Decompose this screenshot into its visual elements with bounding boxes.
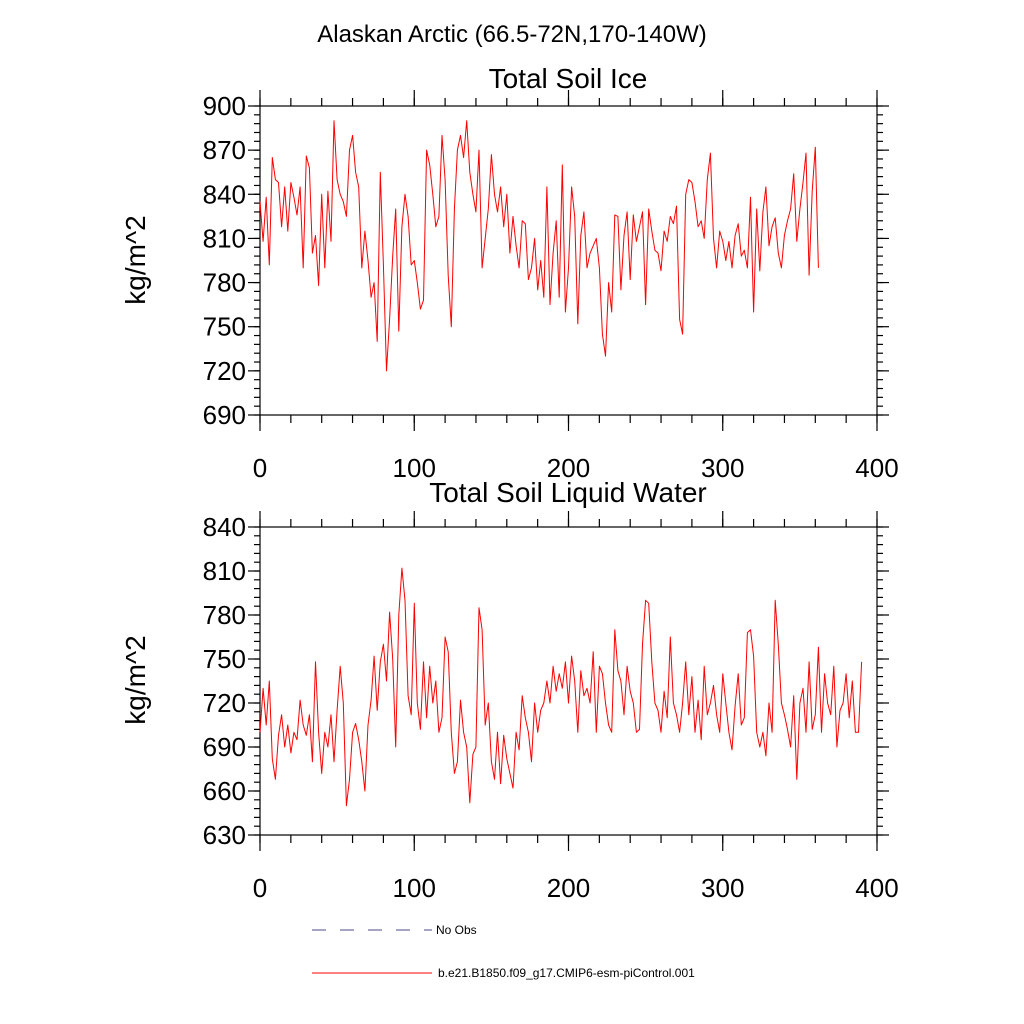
y-tick-label: 810 [203,556,246,586]
series-soil-ice [259,120,819,372]
tick-labels-soil-ice: 690 720 750 780 810 840 870 900 0 100 200 300 400 [203,91,899,483]
panel-title-soil-liquid-water: Total Soil Liquid Water [429,477,707,508]
y-axis-label-soil-liquid-water: kg/m^2 [120,635,151,724]
y-tick-label: 690 [203,732,246,762]
series-line-soil-liquid-water [259,567,863,807]
panel-total-soil-ice: Total Soil Ice kg/m^2 690 720 750 780 810 840… [120,63,899,483]
y-tick-label: 870 [203,135,246,165]
y-tick-label: 780 [203,268,246,298]
panel-title-soil-ice: Total Soil Ice [489,63,648,94]
x-tick-label: 0 [253,873,267,903]
x-tick-label: 300 [701,453,744,483]
x-tick-label: 200 [547,873,590,903]
y-tick-label: 840 [203,179,246,209]
y-axis-label-soil-ice: kg/m^2 [120,215,151,304]
x-tick-label: 100 [393,873,436,903]
figure-title: Alaskan Arctic (66.5-72N,170-140W) [317,21,707,48]
y-tick-label: 900 [203,91,246,121]
y-tick-label: 810 [203,223,246,253]
y-tick-label: 750 [203,312,246,342]
series-line-soil-ice [259,120,819,372]
y-tick-label: 750 [203,644,246,674]
y-tick-label: 690 [203,400,246,430]
legend: No Obs b.e21.B1850.f09_g17.CMIP6-esm-piC… [312,923,695,980]
series-soil-liquid-water [259,567,863,807]
y-tick-label: 720 [203,356,246,386]
plot-frame-soil-liquid-water [259,526,878,836]
axis-ticks-soil-liquid-water [248,511,889,851]
legend-model-label: b.e21.B1850.f09_g17.CMIP6-esm-piControl.… [438,966,695,980]
y-tick-label: 630 [203,820,246,850]
x-tick-label: 0 [253,453,267,483]
x-tick-label: 200 [547,453,590,483]
y-tick-label: 720 [203,688,246,718]
tick-labels-soil-liquid-water: 630 660 690 720 750 780 810 840 0 100 200 300 400 [203,512,899,903]
panel-total-soil-liquid-water: Total Soil Liquid Water kg/m^2 630 660 690… [120,477,899,903]
x-tick-label: 300 [701,873,744,903]
axis-ticks-soil-ice [248,90,889,431]
x-tick-label: 400 [855,873,898,903]
y-tick-label: 840 [203,512,246,542]
legend-obs-label: No Obs [436,923,477,937]
x-tick-label: 400 [855,453,898,483]
y-tick-label: 780 [203,600,246,630]
y-tick-label: 660 [203,776,246,806]
x-tick-label: 100 [393,453,436,483]
